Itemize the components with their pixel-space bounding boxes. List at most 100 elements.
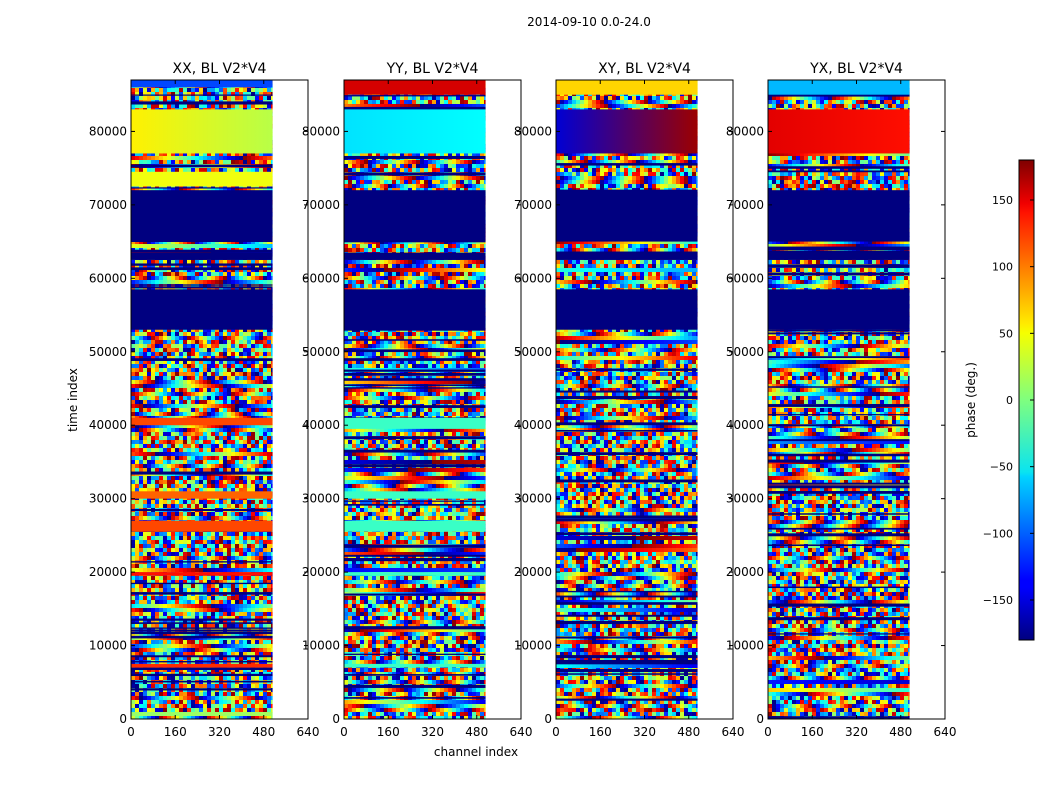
pixel xyxy=(167,624,172,629)
pixel xyxy=(191,616,196,621)
pixel xyxy=(271,348,273,353)
pixel xyxy=(179,440,184,445)
pixel xyxy=(183,340,188,345)
pixel xyxy=(167,444,172,449)
pixel xyxy=(131,540,136,545)
pixel xyxy=(159,620,164,625)
pixel xyxy=(219,268,224,273)
pixel xyxy=(211,616,216,621)
pixel xyxy=(151,96,156,101)
pixel xyxy=(183,352,188,357)
pixel xyxy=(211,380,216,385)
pixel xyxy=(247,464,252,469)
pixel xyxy=(231,616,236,621)
pixel xyxy=(255,336,260,341)
pixel xyxy=(135,348,140,353)
pixel xyxy=(259,564,264,569)
pixel xyxy=(211,604,216,609)
pixel xyxy=(195,604,200,609)
pixel xyxy=(131,460,136,465)
pixel xyxy=(267,336,272,341)
pixel xyxy=(259,88,264,93)
pixel xyxy=(239,332,244,337)
pixel xyxy=(251,152,256,157)
pixel xyxy=(155,432,160,437)
pixel xyxy=(163,600,168,605)
pixel xyxy=(175,604,180,609)
pixel xyxy=(147,364,152,369)
pixel xyxy=(171,96,176,101)
pixel xyxy=(135,260,140,265)
pixel xyxy=(139,424,144,429)
pixel xyxy=(179,104,184,109)
pixel xyxy=(251,580,256,585)
pixel xyxy=(271,476,273,481)
pixel xyxy=(255,332,260,337)
pixel xyxy=(159,432,164,437)
pixel xyxy=(143,272,148,277)
pixel xyxy=(139,476,144,481)
pixel xyxy=(187,500,192,505)
pixel xyxy=(195,364,200,369)
pixel xyxy=(167,424,172,429)
pixel xyxy=(203,620,208,625)
pixel xyxy=(175,552,180,557)
pixel xyxy=(259,336,264,341)
pixel xyxy=(167,476,172,481)
pixel xyxy=(199,380,204,385)
pixel xyxy=(215,552,220,557)
pixel xyxy=(183,608,188,613)
pixel xyxy=(159,436,164,441)
pixel xyxy=(203,448,208,453)
pixel xyxy=(195,396,200,401)
pixel xyxy=(271,268,273,273)
pixel xyxy=(131,92,136,97)
pixel xyxy=(255,348,260,353)
pixel xyxy=(243,608,248,613)
pixel xyxy=(207,608,212,613)
pixel xyxy=(131,152,136,157)
pixel xyxy=(199,540,204,545)
pixel xyxy=(147,424,152,429)
pixel xyxy=(207,584,212,589)
pixel xyxy=(179,536,184,541)
pixel xyxy=(143,360,148,365)
pixel xyxy=(227,244,232,249)
pixel xyxy=(235,340,240,345)
pixel xyxy=(135,584,140,589)
pixel xyxy=(219,584,224,589)
pixel xyxy=(171,336,176,341)
pixel xyxy=(239,452,244,457)
pixel xyxy=(235,556,240,561)
pixel xyxy=(199,568,204,573)
pixel xyxy=(171,368,176,373)
pixel xyxy=(159,284,164,289)
pixel xyxy=(187,328,192,333)
pixel xyxy=(183,444,188,449)
pixel xyxy=(271,276,273,281)
pixel xyxy=(147,608,152,613)
pixel xyxy=(135,616,140,621)
pixel xyxy=(215,476,220,481)
pixel xyxy=(175,612,180,617)
pixel xyxy=(131,576,136,581)
pixel xyxy=(183,468,188,473)
pixel xyxy=(151,516,156,521)
pixel xyxy=(239,244,244,249)
pixel xyxy=(255,280,260,285)
pixel xyxy=(195,244,200,249)
pixel xyxy=(171,464,176,469)
pixel xyxy=(235,608,240,613)
pixel xyxy=(247,400,252,405)
pixel xyxy=(235,404,240,409)
pixel xyxy=(207,348,212,353)
pixel xyxy=(215,348,220,353)
pixel xyxy=(255,276,260,281)
pixel xyxy=(247,160,252,165)
pixel xyxy=(207,152,212,157)
pixel xyxy=(207,540,212,545)
pixel xyxy=(187,380,192,385)
pixel xyxy=(271,332,273,337)
pixel xyxy=(171,452,176,457)
pixel xyxy=(259,544,264,549)
